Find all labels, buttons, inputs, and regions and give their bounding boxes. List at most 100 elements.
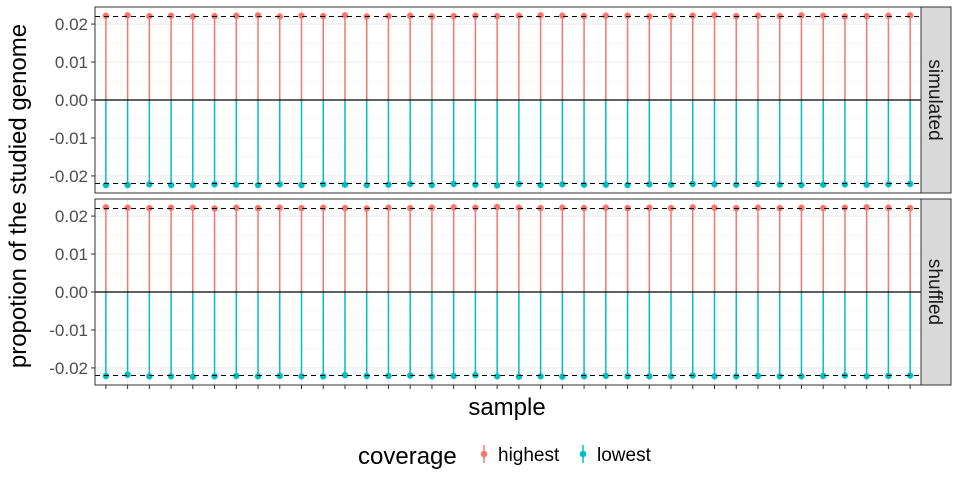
- strip-label-simulated: simulated: [924, 59, 945, 140]
- x-axis-title: sample: [468, 394, 545, 421]
- point-lowest: [885, 181, 892, 188]
- point-highest: [885, 204, 892, 211]
- point-lowest: [906, 372, 914, 379]
- y-axis-title: propotion of the studied genome: [5, 24, 32, 368]
- point-highest: [689, 12, 696, 19]
- legend-item-highest: highest: [480, 445, 560, 466]
- point-lowest: [189, 373, 197, 380]
- point-highest: [559, 12, 566, 19]
- y-tick-label: -0.01: [49, 321, 88, 340]
- point-lowest: [711, 181, 718, 188]
- point-lowest: [646, 373, 653, 380]
- point-lowest: [102, 181, 110, 189]
- point-lowest: [667, 373, 675, 380]
- y-tick-label: 0.01: [55, 53, 88, 72]
- point-lowest: [776, 373, 783, 380]
- point-lowest: [711, 373, 718, 380]
- point-highest: [493, 203, 501, 211]
- legend-item-lowest: lowest: [579, 445, 652, 466]
- y-tick-label: -0.02: [49, 167, 88, 186]
- point-highest: [450, 204, 457, 211]
- point-lowest: [906, 180, 914, 188]
- point-lowest: [298, 373, 305, 380]
- panels-layer: 0.020.010.00-0.01-0.02simulated0.020.010…: [49, 6, 952, 389]
- point-highest: [754, 204, 762, 211]
- point-lowest: [602, 181, 610, 188]
- point-lowest: [819, 181, 827, 188]
- point-lowest: [211, 373, 218, 380]
- point-highest: [537, 12, 544, 19]
- point-highest: [341, 204, 349, 212]
- point-lowest: [580, 373, 588, 380]
- point-lowest: [819, 372, 827, 380]
- y-tick-label: 0.00: [55, 283, 88, 302]
- strip-simulated: [920, 6, 952, 194]
- panel-simulated: 0.02 0.01 0.00 -0.01 -0.02 simulated: [49, 6, 952, 194]
- point-highest: [233, 204, 240, 211]
- point-lowest: [754, 180, 762, 188]
- point-highest: [798, 12, 805, 19]
- point-lowest: [320, 181, 327, 188]
- point-highest: [711, 12, 718, 19]
- point-lowest: [646, 181, 653, 188]
- point-lowest: [363, 181, 370, 189]
- point-lowest: [298, 181, 305, 189]
- strip-shuffled: [920, 198, 952, 386]
- point-highest: [798, 204, 805, 211]
- point-lowest: [798, 373, 805, 380]
- point-lowest: [624, 373, 631, 380]
- point-lowest: [841, 181, 849, 188]
- point-highest: [124, 12, 131, 19]
- point-highest: [102, 12, 110, 19]
- point-lowest: [124, 181, 131, 189]
- point-lowest: [450, 180, 457, 188]
- point-highest: [885, 12, 892, 19]
- point-lowest: [450, 372, 457, 380]
- point-highest: [819, 12, 827, 19]
- point-highest: [167, 204, 175, 211]
- point-highest: [385, 204, 392, 211]
- y-tick-label: -0.02: [49, 359, 88, 378]
- point-lowest: [733, 181, 740, 188]
- legend-key-highest-point: [480, 450, 488, 458]
- point-lowest: [167, 181, 175, 189]
- point-highest: [124, 204, 131, 211]
- point-highest: [472, 12, 479, 19]
- point-lowest: [146, 181, 153, 188]
- point-lowest: [472, 181, 479, 188]
- point-highest: [863, 204, 870, 211]
- point-highest: [254, 12, 262, 19]
- point-highest: [298, 12, 305, 19]
- point-lowest: [559, 373, 566, 380]
- point-lowest: [254, 373, 262, 380]
- point-highest: [624, 12, 631, 19]
- point-highest: [863, 12, 870, 20]
- point-lowest: [254, 181, 262, 189]
- point-highest: [450, 12, 457, 20]
- panel-shuffled: 0.02 0.01 0.00 -0.01 -0.02 shuffled: [49, 198, 952, 386]
- point-lowest: [428, 373, 436, 380]
- point-lowest: [863, 181, 870, 188]
- point-lowest: [341, 371, 349, 379]
- point-highest: [711, 204, 718, 211]
- point-lowest: [233, 181, 240, 188]
- point-highest: [493, 12, 501, 20]
- legend-key-lowest-point: [579, 450, 587, 458]
- point-highest: [385, 12, 392, 20]
- point-highest: [689, 204, 696, 211]
- point-highest: [233, 12, 240, 19]
- point-lowest: [537, 373, 544, 380]
- point-lowest: [211, 181, 218, 188]
- point-lowest: [733, 373, 740, 380]
- point-highest: [819, 204, 827, 212]
- point-lowest: [146, 373, 153, 380]
- point-lowest: [515, 373, 523, 380]
- y-tick-label: -0.01: [49, 129, 88, 148]
- legend-label-highest: highest: [498, 445, 560, 466]
- point-lowest: [537, 181, 544, 189]
- y-tick-label: 0.01: [55, 245, 88, 264]
- point-highest: [189, 204, 197, 211]
- point-highest: [754, 12, 762, 19]
- point-lowest: [428, 181, 436, 189]
